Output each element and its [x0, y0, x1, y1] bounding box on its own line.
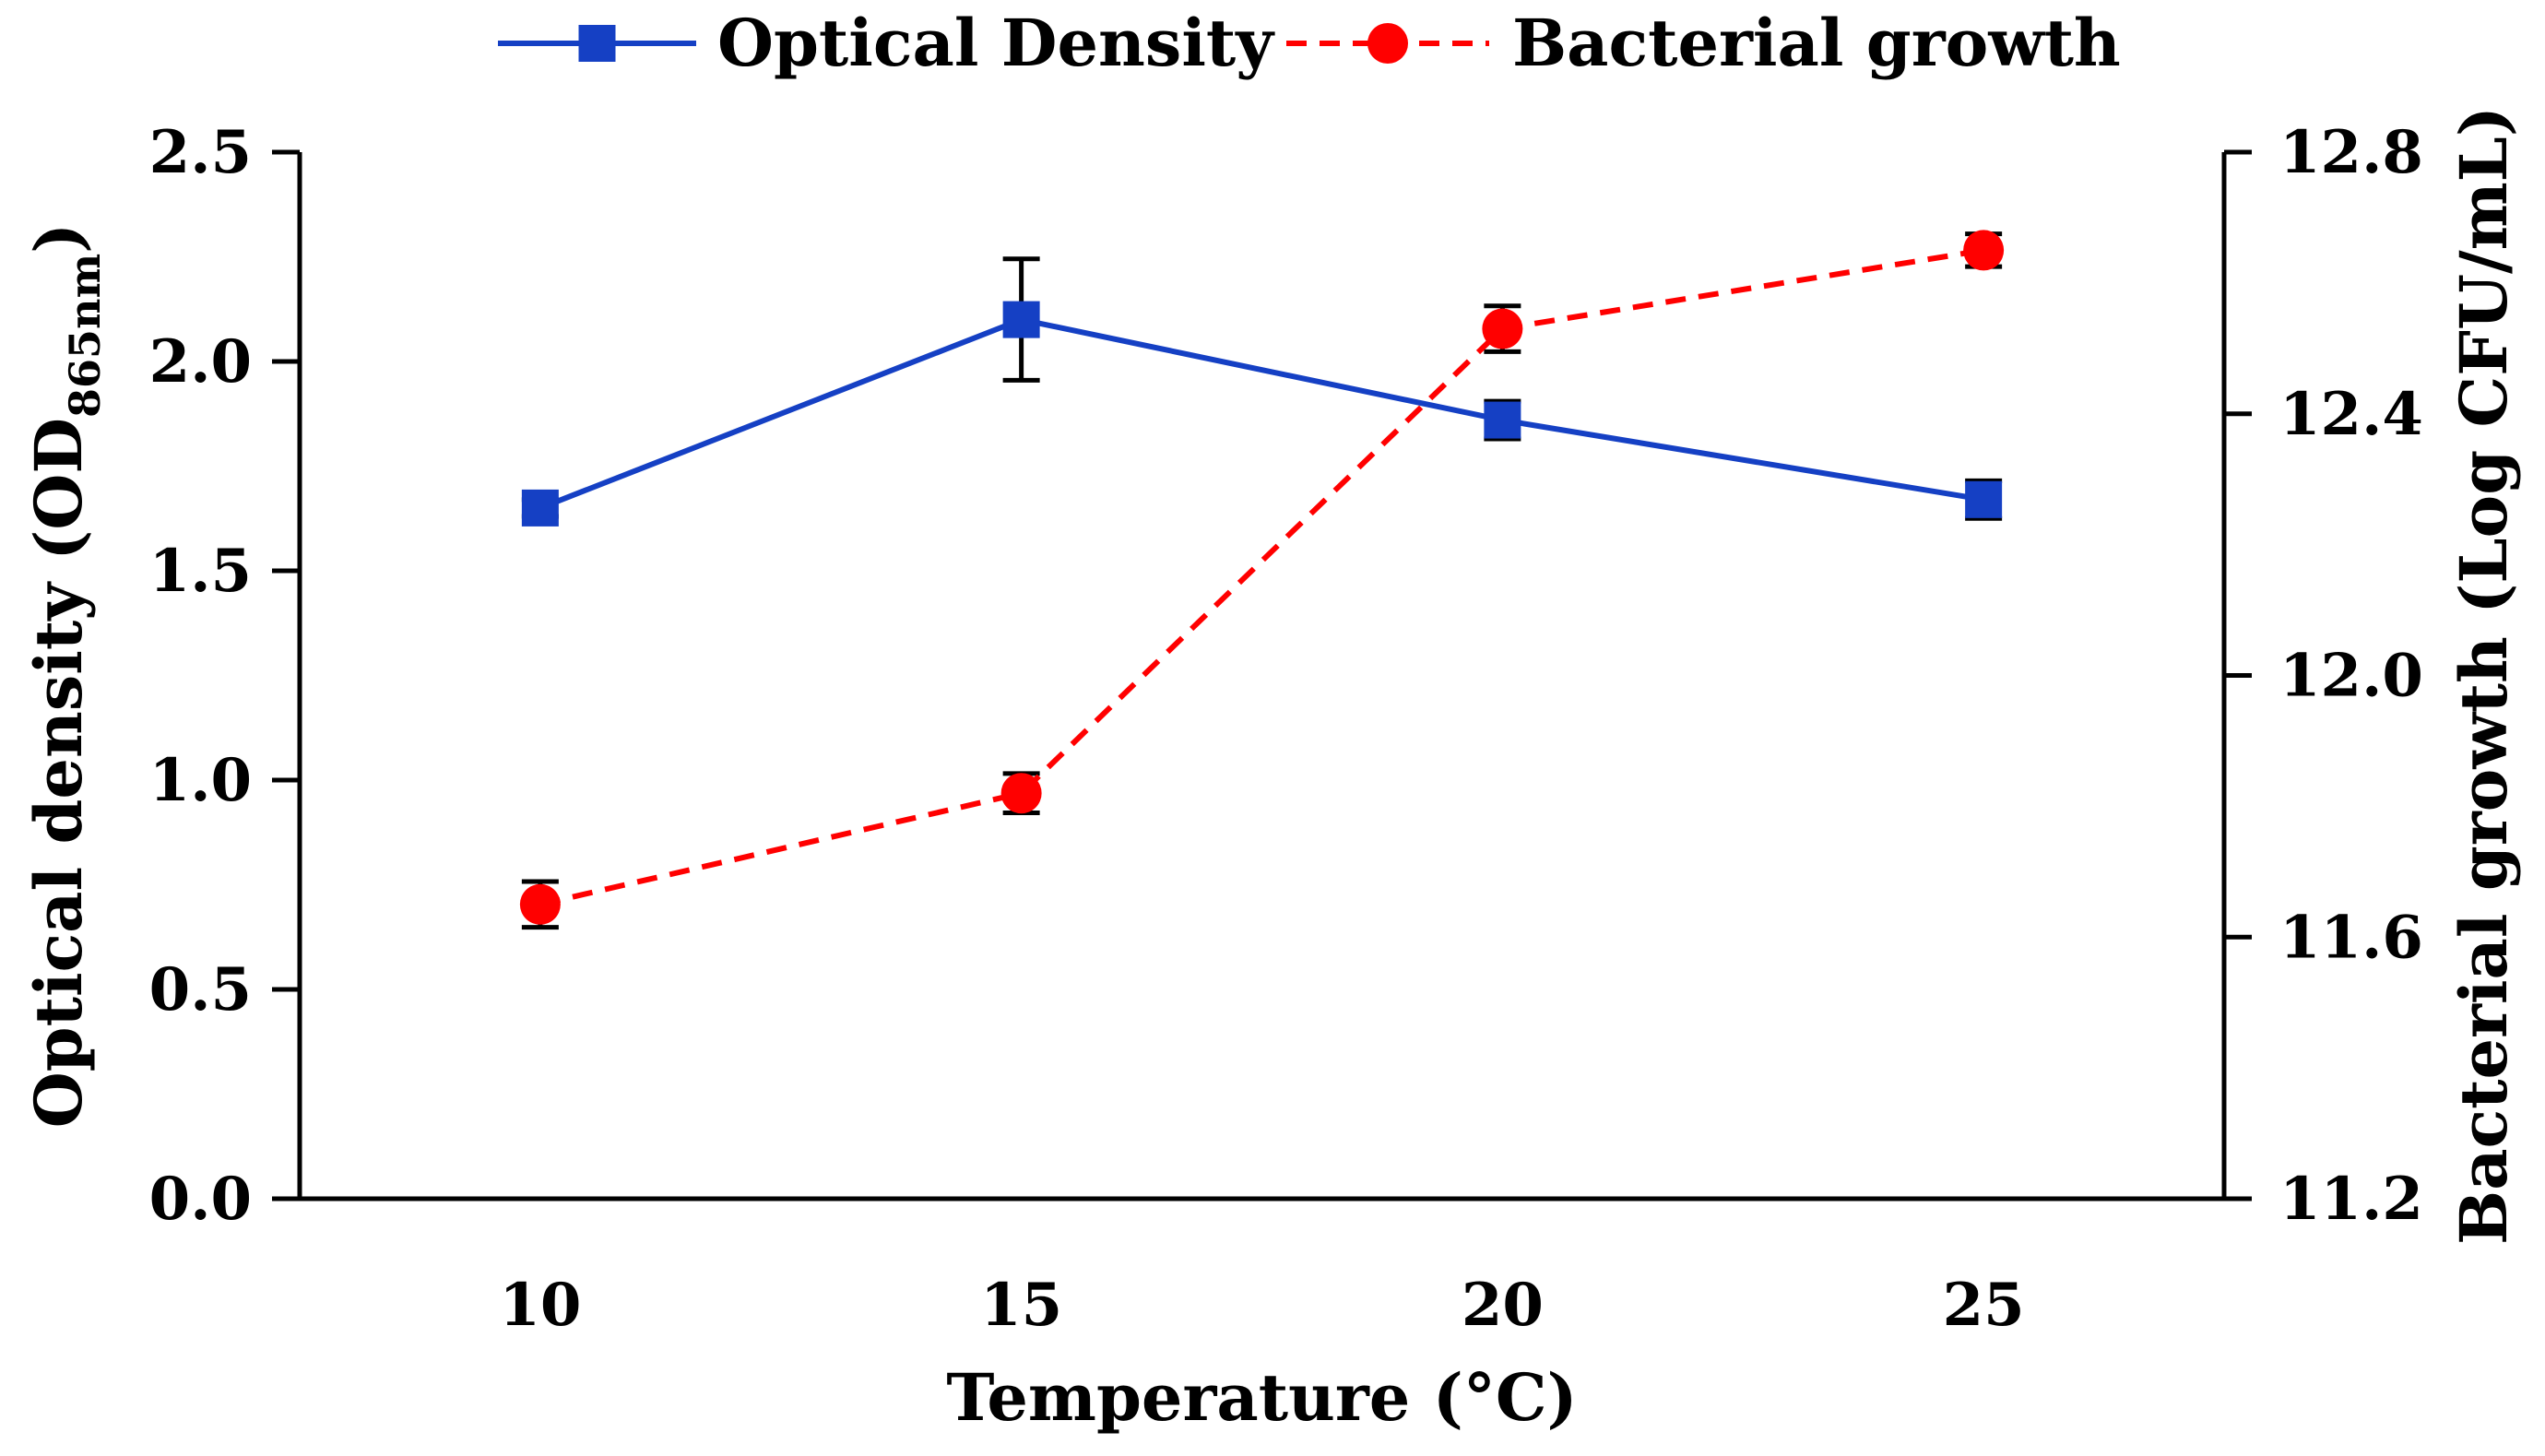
left-y-tick-label: 2.5 [149, 118, 252, 187]
right-y-tick-label: 11.2 [2279, 1165, 2423, 1234]
legend-item-bacterial-growth: Bacterial growth [1286, 5, 2121, 81]
right-y-axis-title: Bacterial growth (Log CFU/mL) [2445, 106, 2522, 1245]
x-tick-label: 20 [1462, 1271, 1544, 1340]
left-y-tick-label: 2.0 [149, 327, 252, 397]
x-tick-label: 25 [1943, 1271, 2025, 1340]
legend-item-optical-density: Optical Density [498, 5, 1275, 81]
labels-layer: Temperature (°C) Optical density (OD865nm… [20, 106, 2522, 1436]
x-tick-label: 10 [499, 1271, 581, 1340]
legend-label: Bacterial growth [1512, 5, 2121, 81]
left-y-tick-label: 1.5 [149, 537, 252, 606]
legend: Optical Density Bacterial growth [498, 5, 2121, 81]
series-line [539, 316, 1984, 511]
left-y-tick-label: 1.0 [149, 746, 252, 815]
left-y-axis-title: Optical density (OD865nm) [20, 223, 110, 1129]
axes-layer: 0.0 0.5 1.0 1.5 2.0 2.5 11.2 11.6 12.0 12.4 12.8 10… [149, 118, 2423, 1340]
data-point-square [1965, 480, 2003, 518]
data-point-square [521, 489, 559, 527]
series-optical-density [521, 256, 2003, 527]
legend-marker-circle [1367, 23, 1408, 64]
right-y-tick-label: 11.6 [2279, 903, 2423, 972]
data-point-circle [519, 883, 561, 925]
left-y-axis-title-subscript: 865nm [60, 254, 110, 418]
right-y-tick-label: 12.4 [2279, 380, 2423, 449]
data-point-circle [1482, 308, 1523, 349]
x-tick-label: 15 [980, 1271, 1062, 1340]
series-layer [519, 230, 2005, 930]
left-y-tick-label: 0.5 [149, 955, 252, 1024]
series-line [539, 247, 1984, 907]
x-axis-title: Temperature (°C) [946, 1359, 1577, 1436]
right-y-tick-label: 12.0 [2279, 642, 2423, 711]
data-point-square [1484, 401, 1521, 439]
data-point-circle [1963, 230, 2005, 271]
left-y-axis-title-close: ) [20, 223, 97, 254]
data-point-circle [1000, 773, 1042, 814]
legend-marker-square [578, 25, 616, 62]
right-y-tick-label: 12.8 [2279, 118, 2423, 187]
series-bacterial-growth [519, 230, 2005, 930]
legend-label: Optical Density [717, 5, 1275, 81]
left-y-axis-title-main: Optical density (OD [20, 418, 97, 1128]
data-point-square [1002, 301, 1040, 338]
left-y-tick-label: 0.0 [149, 1165, 252, 1234]
